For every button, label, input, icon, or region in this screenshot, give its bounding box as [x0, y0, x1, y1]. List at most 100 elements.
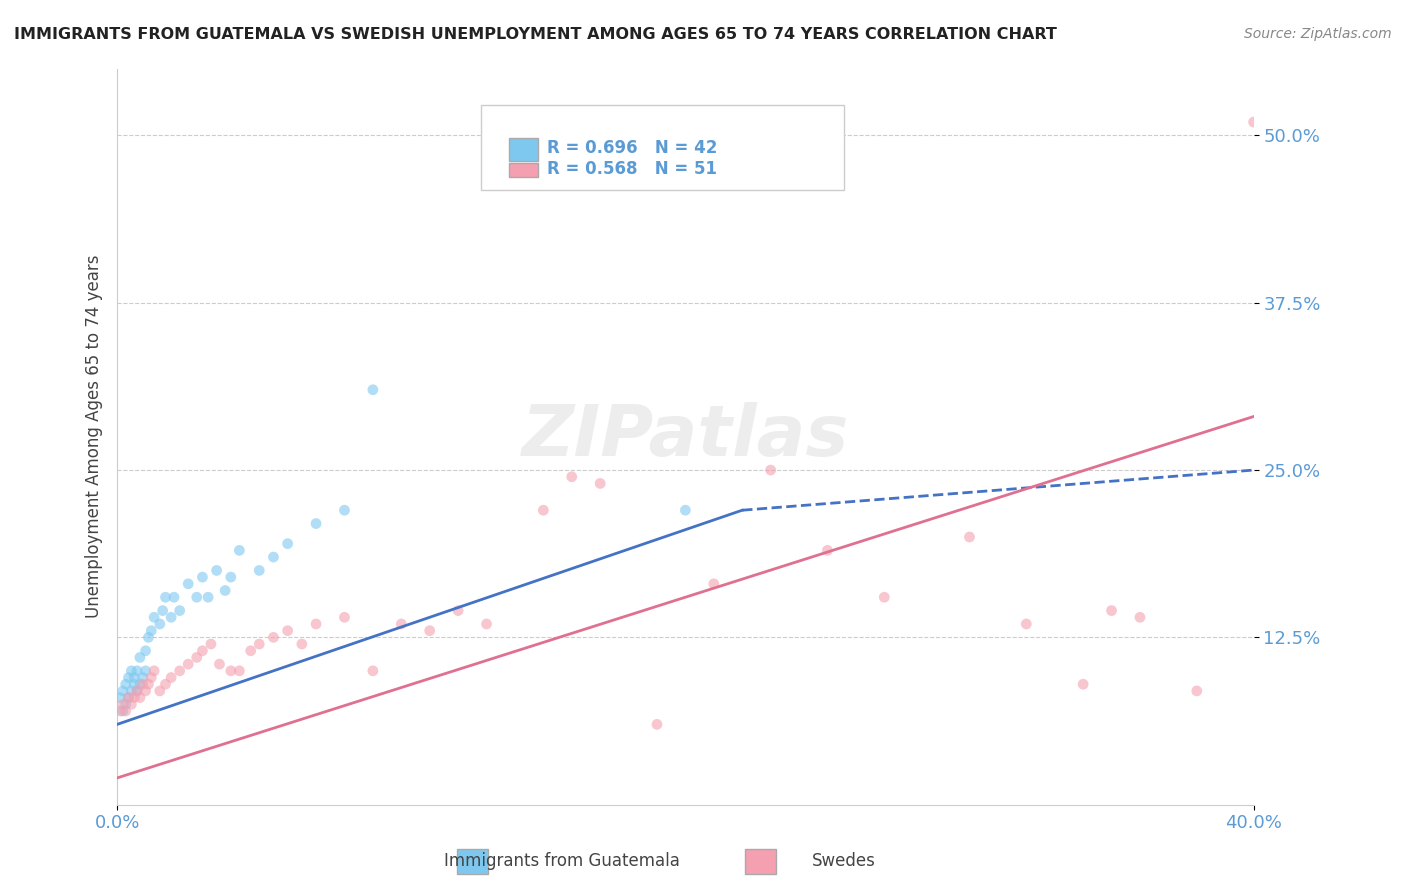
Point — [111, 684, 134, 698]
Point — [141, 624, 163, 638]
Point — [122, 671, 145, 685]
Point — [125, 664, 148, 678]
Point — [186, 650, 208, 665]
Point — [125, 684, 148, 698]
Point — [152, 604, 174, 618]
Point — [197, 591, 219, 605]
Point — [1129, 610, 1152, 624]
Point — [114, 704, 136, 718]
Point — [1243, 115, 1265, 129]
Point — [361, 664, 384, 678]
Point — [291, 637, 314, 651]
Point — [132, 677, 155, 691]
Point — [817, 543, 839, 558]
Point — [1101, 604, 1123, 618]
Bar — [457, 849, 488, 874]
Point — [143, 664, 166, 678]
Text: IMMIGRANTS FROM GUATEMALA VS SWEDISH UNEMPLOYMENT AMONG AGES 65 TO 74 YEARS CORR: IMMIGRANTS FROM GUATEMALA VS SWEDISH UNE… — [14, 27, 1057, 42]
Point — [108, 704, 131, 718]
Point — [143, 610, 166, 624]
Point — [239, 644, 262, 658]
Point — [208, 657, 231, 672]
Point — [138, 631, 160, 645]
Point — [117, 690, 139, 705]
Point — [160, 610, 183, 624]
Point — [673, 503, 696, 517]
Point — [122, 690, 145, 705]
Point — [120, 698, 142, 712]
Point — [475, 617, 498, 632]
Point — [200, 637, 222, 651]
Point — [169, 604, 191, 618]
Point — [163, 591, 186, 605]
Point — [132, 671, 155, 685]
Text: Immigrants from Guatemala: Immigrants from Guatemala — [444, 852, 681, 870]
Point — [111, 704, 134, 718]
Point — [120, 664, 142, 678]
Point — [129, 677, 152, 691]
Point — [247, 564, 270, 578]
Point — [191, 570, 214, 584]
Point — [135, 684, 157, 698]
Point — [214, 583, 236, 598]
Point — [228, 664, 250, 678]
Point — [155, 591, 177, 605]
Point — [262, 631, 284, 645]
Point — [419, 624, 441, 638]
Point — [129, 690, 152, 705]
Point — [561, 469, 583, 483]
Point — [873, 591, 896, 605]
Point — [138, 677, 160, 691]
FancyBboxPatch shape — [509, 138, 537, 161]
Text: R = 0.568   N = 51: R = 0.568 N = 51 — [547, 161, 717, 178]
Point — [959, 530, 981, 544]
Point — [277, 624, 299, 638]
Point — [262, 550, 284, 565]
Point — [531, 503, 554, 517]
Bar — [745, 849, 776, 874]
Point — [149, 684, 172, 698]
Point — [1185, 684, 1208, 698]
Point — [114, 677, 136, 691]
Point — [333, 503, 356, 517]
Y-axis label: Unemployment Among Ages 65 to 74 years: Unemployment Among Ages 65 to 74 years — [86, 255, 103, 618]
Point — [305, 516, 328, 531]
Point — [160, 671, 183, 685]
Text: Swedes: Swedes — [811, 852, 876, 870]
Text: ZIPatlas: ZIPatlas — [522, 402, 849, 471]
Point — [759, 463, 782, 477]
Point — [125, 684, 148, 698]
Text: Source: ZipAtlas.com: Source: ZipAtlas.com — [1244, 27, 1392, 41]
Point — [703, 577, 725, 591]
Point — [120, 684, 142, 698]
Point — [447, 604, 470, 618]
Point — [122, 677, 145, 691]
Point — [108, 690, 131, 705]
Point — [117, 671, 139, 685]
Point — [228, 543, 250, 558]
Point — [219, 570, 242, 584]
Point — [111, 698, 134, 712]
Point — [247, 637, 270, 651]
Point — [186, 591, 208, 605]
Point — [361, 383, 384, 397]
Point — [155, 677, 177, 691]
FancyBboxPatch shape — [509, 162, 537, 178]
Point — [1071, 677, 1094, 691]
Point — [177, 657, 200, 672]
Point — [1015, 617, 1038, 632]
Point — [645, 717, 668, 731]
Point — [305, 617, 328, 632]
Point — [277, 537, 299, 551]
Point — [389, 617, 412, 632]
Point — [129, 650, 152, 665]
Point — [333, 610, 356, 624]
Point — [219, 664, 242, 678]
Point — [177, 577, 200, 591]
Point — [114, 698, 136, 712]
Point — [589, 476, 612, 491]
Point — [141, 671, 163, 685]
Point — [169, 664, 191, 678]
Point — [191, 644, 214, 658]
Point — [117, 690, 139, 705]
